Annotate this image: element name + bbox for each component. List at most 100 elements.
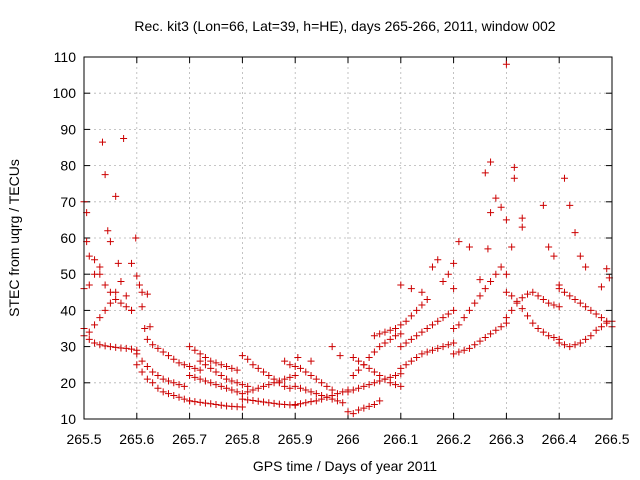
data-point	[418, 288, 426, 296]
data-point	[397, 281, 405, 289]
data-point	[397, 321, 405, 329]
x-tick-label: 265.5	[66, 431, 101, 447]
data-point	[524, 290, 532, 298]
data-point	[85, 328, 93, 336]
data-point	[355, 384, 363, 392]
data-point	[587, 332, 595, 340]
data-point	[545, 243, 553, 251]
data-point	[381, 339, 389, 347]
x-tick-label: 265.6	[119, 431, 154, 447]
data-point	[149, 368, 157, 376]
data-point	[312, 397, 320, 405]
data-point	[566, 201, 574, 209]
data-point	[518, 214, 526, 222]
data-point	[281, 382, 289, 390]
data-point	[120, 134, 128, 142]
data-point	[534, 292, 542, 300]
data-point	[191, 398, 199, 406]
data-point	[175, 393, 183, 401]
data-point	[191, 346, 199, 354]
data-point	[560, 341, 568, 349]
data-point	[576, 252, 584, 260]
y-tick-label: 110	[54, 49, 77, 65]
data-point	[597, 283, 605, 291]
data-point	[365, 364, 373, 372]
data-point	[114, 259, 122, 267]
data-point	[360, 404, 368, 412]
data-point	[597, 314, 605, 322]
data-point	[360, 382, 368, 390]
data-point	[476, 337, 484, 345]
data-point	[444, 310, 452, 318]
data-point	[254, 384, 262, 392]
data-point	[112, 343, 120, 351]
data-point	[196, 375, 204, 383]
data-point	[328, 395, 336, 403]
data-point	[112, 288, 120, 296]
data-point	[571, 296, 579, 304]
data-point	[376, 343, 384, 351]
data-point	[154, 384, 162, 392]
data-point	[138, 368, 146, 376]
data-point	[265, 381, 273, 389]
data-point	[296, 364, 304, 372]
data-point	[370, 379, 378, 387]
data-point	[212, 359, 220, 367]
data-point	[428, 346, 436, 354]
data-point	[180, 361, 188, 369]
data-point	[141, 325, 149, 332]
data-point	[228, 377, 236, 385]
data-point	[244, 388, 252, 396]
data-point	[143, 375, 151, 383]
data-point	[413, 353, 421, 361]
data-point	[170, 391, 178, 399]
data-point	[582, 335, 590, 343]
data-point	[146, 323, 154, 331]
data-point	[186, 343, 194, 351]
data-point	[376, 330, 384, 338]
data-point	[476, 292, 484, 300]
data-point	[539, 296, 547, 304]
data-point	[180, 395, 188, 403]
data-point	[138, 288, 146, 296]
data-point	[487, 158, 495, 166]
data-point	[349, 353, 357, 361]
plot-frame	[83, 56, 613, 420]
data-point	[344, 388, 352, 396]
data-point	[529, 319, 537, 327]
data-point	[307, 372, 315, 380]
data-point	[407, 285, 415, 293]
data-point	[323, 393, 331, 401]
data-point	[450, 350, 458, 358]
data-point	[471, 299, 479, 307]
data-point	[101, 306, 109, 314]
data-point	[196, 350, 204, 358]
data-point	[592, 310, 600, 318]
x-tick-label: 266.2	[436, 431, 471, 447]
data-point	[407, 335, 415, 343]
data-point	[164, 352, 172, 360]
x-tick-label: 266.3	[489, 431, 524, 447]
data-point	[423, 325, 431, 332]
data-point	[370, 348, 378, 356]
data-point	[223, 363, 231, 371]
data-point	[550, 252, 558, 260]
data-point	[603, 265, 611, 273]
data-point	[381, 328, 389, 336]
data-point	[318, 379, 326, 387]
data-point	[603, 317, 611, 325]
data-point	[492, 326, 500, 334]
x-tick-label: 266.5	[594, 431, 629, 447]
data-point	[101, 171, 109, 179]
data-point	[122, 303, 130, 311]
data-point	[249, 397, 257, 405]
y-axis-label: STEC from uqrg / TECUs	[6, 159, 22, 317]
data-point	[376, 397, 384, 405]
data-point	[444, 270, 452, 278]
data-point	[143, 290, 151, 298]
data-point	[207, 364, 215, 372]
data-point	[444, 341, 452, 349]
data-point	[510, 174, 518, 182]
data-point	[571, 341, 579, 349]
data-point	[212, 401, 220, 409]
